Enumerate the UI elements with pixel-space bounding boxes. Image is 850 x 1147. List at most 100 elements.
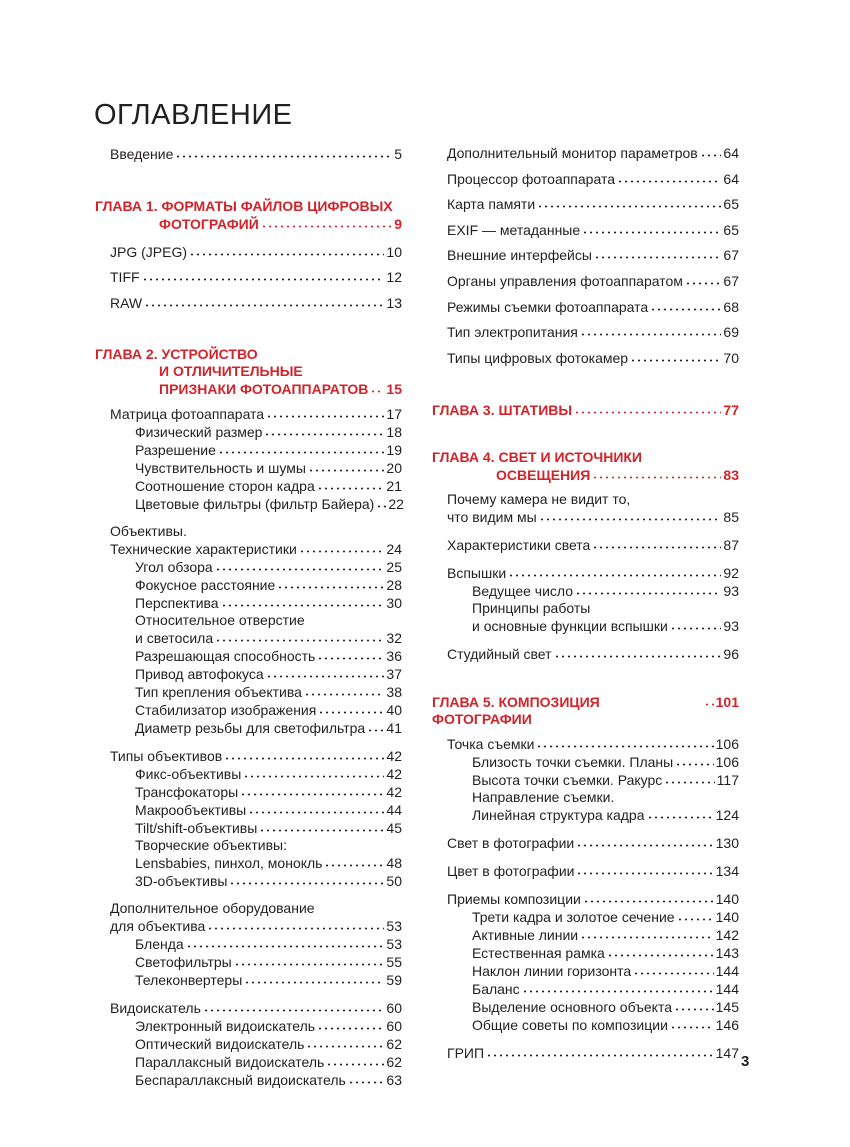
toc-leader-row[interactable]: и светосила 32 — [95, 629, 402, 647]
chapter-heading[interactable]: ГЛАВА 3. ШТАТИВЫ 77 — [432, 401, 739, 419]
toc-leader-row[interactable]: Органы управления фотоаппаратом 67 — [432, 269, 739, 295]
toc-entry[interactable]: Цветовые фильтры (фильтр Байера) 22 — [95, 495, 404, 513]
toc-leader-row[interactable]: ГЛАВА 3. ШТАТИВЫ 77 — [432, 401, 739, 419]
toc-entry[interactable]: Разрешающая способность 36 — [95, 647, 402, 665]
toc-entry[interactable]: Органы управления фотоаппаратом 67 — [432, 269, 739, 295]
toc-leader-row[interactable]: Цвет в фотографии 134 — [432, 862, 739, 880]
toc-leader-row[interactable]: Физический размер 18 — [95, 423, 402, 441]
toc-leader-row[interactable]: Внешние интерфейсы 67 — [432, 243, 739, 269]
toc-leader-row[interactable]: Фикс-объективы 42 — [95, 765, 402, 783]
toc-leader-row[interactable]: Тип крепления объектива 38 — [95, 683, 402, 701]
toc-leader-row[interactable]: RAW 13 — [95, 291, 402, 317]
toc-entry[interactable]: Точка съемки 106 — [432, 735, 739, 753]
toc-leader-row[interactable]: Матрица фотоаппарата 17 — [95, 405, 402, 423]
toc-leader-row[interactable]: Фокусное расстояние 28 — [95, 576, 402, 594]
toc-leader-row[interactable]: 3D-объективы 50 — [95, 872, 402, 890]
toc-leader-row[interactable]: Электронный видоискатель 60 — [95, 1017, 402, 1035]
toc-entry[interactable]: ГРИП 147 — [432, 1044, 739, 1062]
toc-entry[interactable]: Перспектива 30 — [95, 594, 402, 612]
toc-leader-row[interactable]: Типы объективов 42 — [95, 747, 402, 765]
toc-leader-row[interactable]: ПРИЗНАКИ ФОТОАППАРАТОВ 15 — [95, 380, 402, 398]
toc-entry[interactable]: Электронный видоискатель 60 — [95, 1017, 402, 1035]
toc-entry[interactable]: Трансфокаторы 42 — [95, 783, 402, 801]
toc-entry[interactable]: Карта памяти 65 — [432, 192, 739, 218]
toc-entry[interactable]: RAW 13 — [95, 291, 402, 317]
toc-entry[interactable]: Видоискатель 60 — [95, 999, 402, 1017]
toc-entry[interactable]: Наклон линии горизонта 144 — [432, 962, 739, 980]
toc-entry[interactable]: Разрешение 19 — [95, 441, 402, 459]
toc-entry[interactable]: Трети кадра и золотое сечение 140 — [432, 908, 739, 926]
toc-leader-row[interactable]: EXIF — метаданные 65 — [432, 218, 739, 244]
toc-entry[interactable]: Приемы композиции 140 — [432, 890, 739, 908]
toc-entry[interactable]: Принципы работы и основные функции вспышк… — [432, 600, 739, 635]
chapter-heading[interactable]: ГЛАВА 1. ФОРМАТЫ ФАЙЛОВ ЦИФРОВЫХ ФОТОГРАФ… — [95, 198, 402, 233]
toc-leader-row[interactable]: Беспараллаксный видоискатель 63 — [95, 1071, 402, 1089]
toc-leader-row[interactable]: Характеристики света 87 — [432, 536, 739, 554]
chapter-heading[interactable]: ГЛАВА 5. КОМПОЗИЦИЯ ФОТОГРАФИИ 101 — [432, 693, 739, 728]
toc-leader-row[interactable]: Диаметр резьбы для светофильтра 41 — [95, 719, 402, 737]
toc-leader-row[interactable]: Баланс 144 — [432, 980, 739, 998]
chapter-heading[interactable]: ГЛАВА 2. УСТРОЙСТВО И ОТЛИЧИТЕЛЬНЫЕ ПРИЗНА… — [95, 346, 402, 398]
toc-entry[interactable]: Близость точки съемки. Планы 106 — [432, 753, 739, 771]
toc-leader-row[interactable]: Типы цифровых фотокамер 70 — [432, 346, 739, 372]
toc-leader-row[interactable]: для объектива 53 — [95, 917, 402, 935]
toc-entry[interactable]: Чувствительность и шумы 20 — [95, 459, 402, 477]
toc-entry[interactable]: Высота точки съемки. Ракурс 117 — [432, 771, 739, 789]
toc-entry[interactable]: Режимы съемки фотоаппарата 68 — [432, 295, 739, 321]
toc-entry[interactable]: Естественная рамка 143 — [432, 944, 739, 962]
toc-entry[interactable]: Беспараллаксный видоискатель 63 — [95, 1071, 402, 1089]
toc-entry[interactable]: Физический размер 18 — [95, 423, 402, 441]
toc-entry[interactable]: Вспышки 92 — [432, 564, 739, 582]
toc-entry[interactable]: Направление съемки. Линейная структура ка… — [432, 789, 739, 824]
toc-entry[interactable]: Соотношение сторон кадра 21 — [95, 477, 402, 495]
toc-leader-row[interactable]: Видоискатель 60 — [95, 999, 402, 1017]
toc-leader-row[interactable]: Общие советы по композиции 146 — [432, 1016, 739, 1034]
toc-entry[interactable]: EXIF — метаданные 65 — [432, 218, 739, 244]
toc-entry[interactable]: TIFF 12 — [95, 265, 402, 291]
toc-leader-row[interactable]: Оптический видоискатель 62 — [95, 1035, 402, 1053]
toc-leader-row[interactable]: Приемы композиции 140 — [432, 890, 739, 908]
toc-leader-row[interactable]: Угол обзора 25 — [95, 558, 402, 576]
toc-leader-row[interactable]: Тип электропитания 69 — [432, 320, 739, 346]
toc-leader-row[interactable]: Соотношение сторон кадра 21 — [95, 477, 402, 495]
toc-leader-row[interactable]: Свет в фотографии 130 — [432, 834, 739, 852]
toc-leader-row[interactable]: Перспектива 30 — [95, 594, 402, 612]
toc-leader-row[interactable]: Наклон линии горизонта 144 — [432, 962, 739, 980]
toc-leader-row[interactable]: Введение 5 — [95, 142, 402, 168]
toc-entry[interactable]: Цвет в фотографии 134 — [432, 862, 739, 880]
toc-leader-row[interactable]: Трансфокаторы 42 — [95, 783, 402, 801]
toc-leader-row[interactable]: Tilt/shift-объективы 45 — [95, 819, 402, 837]
toc-entry[interactable]: Внешние интерфейсы 67 — [432, 243, 739, 269]
toc-leader-row[interactable]: Дополнительный монитор параметров 64 — [432, 141, 739, 167]
toc-entry[interactable]: Типы объективов 42 — [95, 747, 402, 765]
toc-entry[interactable]: Tilt/shift-объективы 45 — [95, 819, 402, 837]
toc-leader-row[interactable]: Активные линии 142 — [432, 926, 739, 944]
toc-leader-row[interactable]: Светофильтры 55 — [95, 953, 402, 971]
toc-leader-row[interactable]: Линейная структура кадра 124 — [432, 806, 739, 824]
toc-leader-row[interactable]: Телеконвертеры 59 — [95, 971, 402, 989]
toc-entry[interactable]: Баланс 144 — [432, 980, 739, 998]
toc-entry[interactable]: Телеконвертеры 59 — [95, 971, 402, 989]
toc-leader-row[interactable]: Разрешение 19 — [95, 441, 402, 459]
toc-entry[interactable]: Дополнительное оборудование для объектива… — [95, 900, 402, 935]
toc-entry[interactable]: Общие советы по композиции 146 — [432, 1016, 739, 1034]
toc-entry[interactable]: Стабилизатор изображения 40 — [95, 701, 402, 719]
toc-leader-row[interactable]: TIFF 12 — [95, 265, 402, 291]
toc-entry[interactable]: Тип крепления объектива 38 — [95, 683, 402, 701]
toc-entry[interactable]: Характеристики света 87 — [432, 536, 739, 554]
toc-entry[interactable]: Процессор фотоаппарата 64 — [432, 167, 739, 193]
toc-leader-row[interactable]: Карта памяти 65 — [432, 192, 739, 218]
toc-leader-row[interactable]: Бленда 53 — [95, 935, 402, 953]
toc-leader-row[interactable]: что видим мы 85 — [432, 508, 739, 526]
toc-entry[interactable]: Параллаксный видоискатель 62 — [95, 1053, 402, 1071]
toc-leader-row[interactable]: Ведущее число 93 — [432, 582, 739, 600]
toc-entry[interactable]: 3D-объективы 50 — [95, 872, 402, 890]
toc-leader-row[interactable]: Выделение основного объекта 145 — [432, 998, 739, 1016]
toc-entry[interactable]: Фокусное расстояние 28 — [95, 576, 402, 594]
toc-entry[interactable]: Выделение основного объекта 145 — [432, 998, 739, 1016]
toc-leader-row[interactable]: и основные функции вспышки 93 — [432, 617, 739, 635]
toc-entry[interactable]: Бленда 53 — [95, 935, 402, 953]
toc-entry[interactable]: Творческие объективы: Lensbabies, пинхол,… — [95, 837, 402, 872]
toc-leader-row[interactable]: Точка съемки 106 — [432, 735, 739, 753]
toc-entry[interactable]: Угол обзора 25 — [95, 558, 402, 576]
